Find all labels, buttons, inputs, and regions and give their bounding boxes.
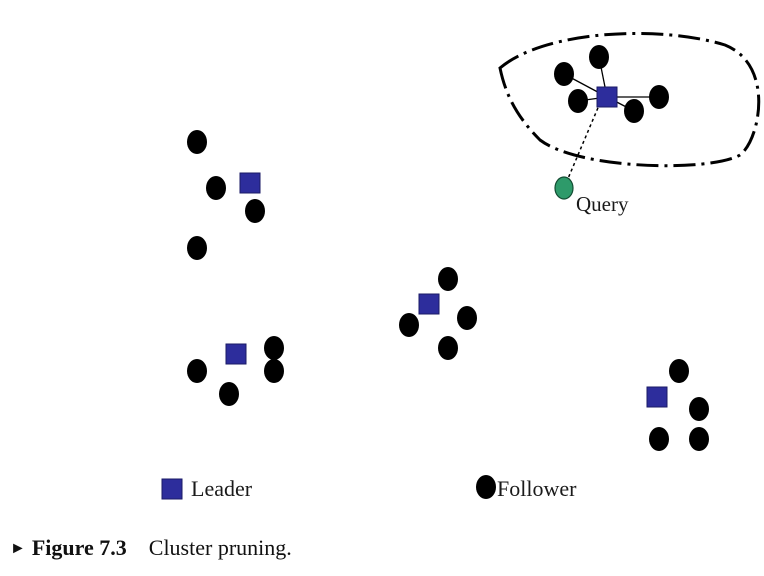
query-node <box>554 176 574 200</box>
follower-node <box>669 359 689 383</box>
follower-node <box>568 89 588 113</box>
figure-number: Figure 7.3 <box>31 535 127 560</box>
cluster-bottom-right <box>646 359 709 451</box>
leader-node <box>225 343 247 365</box>
legend: Leader Follower <box>161 475 577 501</box>
cluster-bottom-left <box>187 336 284 406</box>
query-leader-link <box>563 102 601 189</box>
follower-node <box>245 199 265 223</box>
follower-node <box>264 336 284 360</box>
follower-node <box>187 359 207 383</box>
follower-node <box>649 427 669 451</box>
follower-node <box>438 267 458 291</box>
caption-marker: ► <box>10 540 26 557</box>
follower-node <box>219 382 239 406</box>
follower-node <box>206 176 226 200</box>
follower-node <box>689 397 709 421</box>
leader-node <box>418 293 440 315</box>
follower-node <box>264 359 284 383</box>
follower-node <box>689 427 709 451</box>
follower-legend-icon <box>476 475 496 499</box>
follower-node <box>624 99 644 123</box>
leader-legend-label: Leader <box>191 476 253 501</box>
follower-node <box>187 236 207 260</box>
leader-node <box>596 86 618 108</box>
follower-node <box>554 62 574 86</box>
leader-node <box>239 172 261 194</box>
cluster-pruning-diagram: Query <box>161 31 761 501</box>
figure-caption: ► Figure 7.3 Cluster pruning. <box>10 535 292 561</box>
follower-node <box>187 130 207 154</box>
cluster-middle <box>399 267 477 360</box>
caption-text: Cluster pruning. <box>148 535 292 560</box>
follower-node <box>438 336 458 360</box>
leader-legend-icon <box>161 478 183 500</box>
follower-legend-label: Follower <box>497 476 577 501</box>
query-label: Query <box>576 192 629 216</box>
cluster-top-right <box>554 45 669 123</box>
follower-node <box>589 45 609 69</box>
cluster-boundary <box>498 31 761 168</box>
cluster-top-left <box>187 130 265 260</box>
leader-node <box>646 386 668 408</box>
follower-node <box>649 85 669 109</box>
follower-node <box>457 306 477 330</box>
follower-node <box>399 313 419 337</box>
